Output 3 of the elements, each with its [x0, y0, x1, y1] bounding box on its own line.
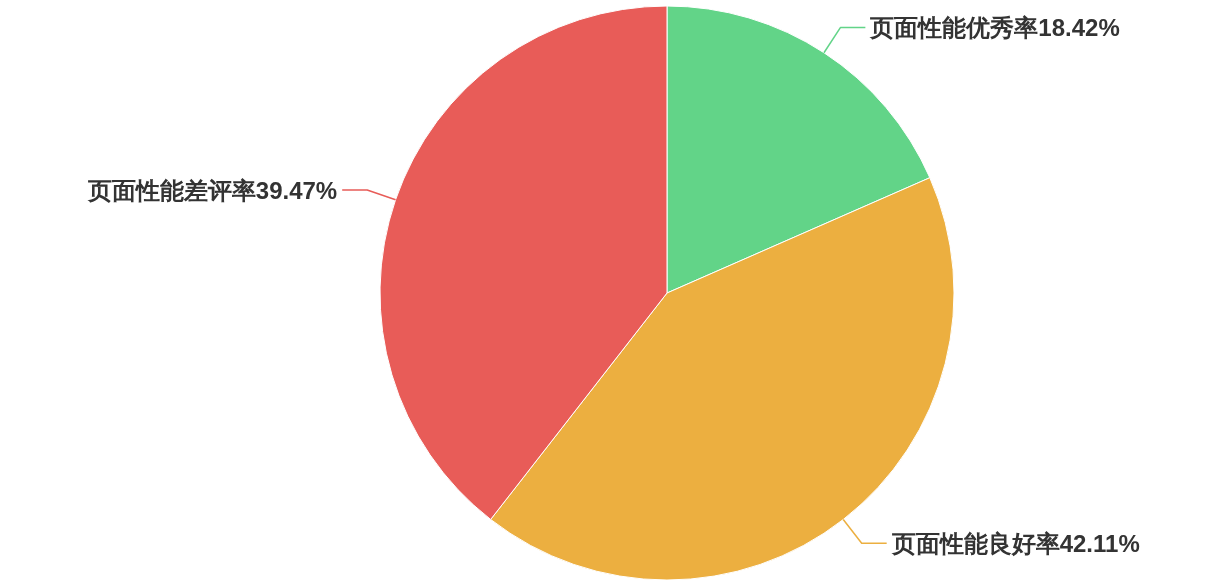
slice-label: 页面性能优秀率18.42%: [869, 14, 1120, 42]
slice-label: 页面性能差评率39.47%: [86, 176, 338, 204]
slice-label: 页面性能良好率42.11%: [890, 529, 1140, 557]
